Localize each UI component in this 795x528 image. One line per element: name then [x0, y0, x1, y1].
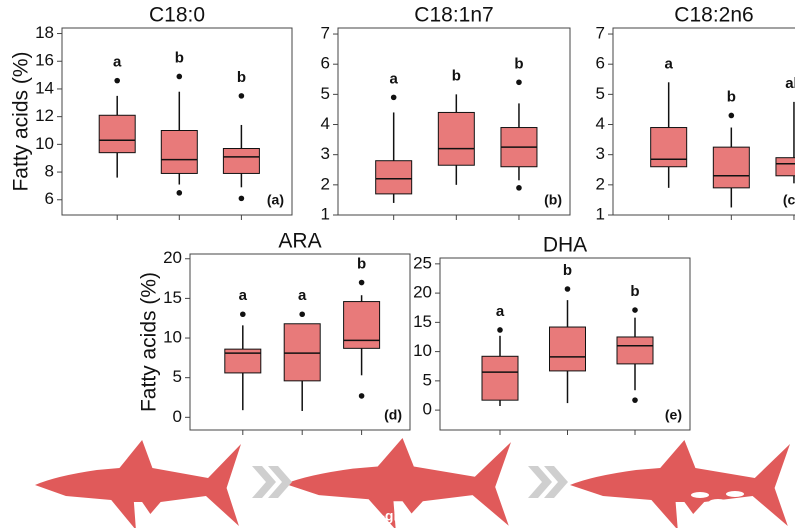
- group-letter: a: [113, 54, 122, 71]
- plot-frame: [613, 28, 795, 215]
- y-tick-label: 14: [35, 78, 54, 97]
- group-letter: b: [357, 256, 366, 273]
- outlier: [729, 113, 735, 119]
- box: [99, 115, 135, 152]
- group-letter: b: [237, 69, 246, 86]
- y-tick-label: 10: [163, 328, 182, 347]
- group-letter: a: [298, 287, 307, 304]
- box: [651, 128, 687, 167]
- outlier: [516, 79, 522, 85]
- group-letter: b: [514, 55, 523, 72]
- group-letter: a: [665, 55, 674, 72]
- panel-label: (d): [384, 407, 402, 423]
- group-letter: ab: [785, 75, 795, 92]
- arrow: [528, 466, 568, 498]
- box: [161, 131, 197, 174]
- box: [713, 147, 749, 188]
- box: [376, 161, 412, 194]
- y-tick-label: 3: [596, 144, 605, 163]
- outlier: [299, 311, 305, 317]
- outlier: [359, 280, 365, 286]
- y-tick-label: 5: [173, 367, 182, 386]
- y-tick-label: 15: [163, 288, 182, 307]
- box: [344, 302, 380, 349]
- group-letter: a: [496, 303, 505, 320]
- y-tick-label: 4: [321, 114, 330, 133]
- y-axis-label: Fatty acids (%): [138, 272, 161, 412]
- outlier: [240, 311, 246, 317]
- outlier: [359, 393, 365, 399]
- outlier: [177, 190, 183, 196]
- y-axis-label: Fatty acids (%): [10, 51, 33, 191]
- y-tick-label: 0: [173, 407, 182, 426]
- outlier: [239, 196, 245, 202]
- y-tick-label: 2: [321, 174, 330, 193]
- panel-label: (b): [544, 192, 562, 208]
- y-tick-label: 8: [45, 162, 54, 181]
- chart-title: DHA: [543, 234, 587, 257]
- group-letter: a: [390, 70, 399, 87]
- y-tick-label: 5: [596, 84, 605, 103]
- group-letter: b: [563, 262, 572, 279]
- y-tick-label: 16: [35, 51, 54, 70]
- stage-label: Gravid: [600, 506, 644, 522]
- outlier: [632, 397, 638, 403]
- panel-label: (a): [267, 192, 284, 208]
- arrow: [252, 466, 292, 498]
- y-tick-label: 10: [413, 341, 432, 360]
- stage-label: Immature: [43, 506, 106, 522]
- y-tick-label: 20: [413, 283, 432, 302]
- y-tick-label: 20: [163, 248, 182, 267]
- box: [482, 356, 518, 400]
- box: [223, 149, 259, 174]
- y-tick-label: 6: [596, 54, 605, 73]
- box: [776, 158, 795, 176]
- y-tick-label: 4: [596, 114, 605, 133]
- outlier: [516, 185, 522, 191]
- group-letter: a: [239, 287, 248, 304]
- y-tick-label: 1: [596, 204, 605, 223]
- y-tick-label: 3: [321, 144, 330, 163]
- group-letter: b: [727, 88, 736, 105]
- y-tick-label: 6: [321, 54, 330, 73]
- outlier: [239, 93, 245, 99]
- box: [617, 337, 653, 364]
- y-tick-label: 5: [321, 84, 330, 103]
- y-tick-label: 10: [35, 134, 54, 153]
- panel-label: (c): [783, 192, 795, 208]
- outlier: [114, 78, 120, 84]
- outlier: [632, 307, 638, 313]
- y-tick-label: 15: [413, 312, 432, 331]
- y-tick-label: 5: [423, 370, 432, 389]
- chart-title: C18:0: [149, 4, 205, 27]
- stage-label: Non-gravid: [353, 508, 427, 524]
- y-tick-label: 0: [423, 400, 432, 419]
- y-tick-label: 12: [35, 106, 54, 125]
- panel-label: (e): [665, 407, 682, 423]
- y-tick-label: 6: [45, 189, 54, 208]
- outlier: [391, 95, 397, 101]
- group-letter: b: [175, 49, 184, 66]
- chart-title: C18:1n7: [414, 4, 493, 27]
- y-tick-label: 1: [321, 204, 330, 223]
- outlier: [497, 327, 503, 333]
- y-tick-label: 7: [321, 24, 330, 43]
- y-tick-label: 18: [35, 23, 54, 42]
- outlier: [177, 74, 183, 80]
- figure: Immature Non-gravid Gravid C18:0 Fatty ac…: [0, 0, 795, 528]
- y-tick-label: 25: [413, 253, 432, 272]
- group-letter: b: [452, 67, 461, 84]
- box: [284, 324, 320, 381]
- outlier: [565, 286, 571, 292]
- box: [550, 327, 586, 371]
- box: [438, 112, 474, 165]
- chart-title: C18:2n6: [674, 4, 753, 27]
- y-tick-label: 2: [596, 174, 605, 193]
- group-letter: b: [630, 283, 639, 300]
- y-tick-label: 7: [596, 24, 605, 43]
- chart-title: ARA: [278, 230, 321, 253]
